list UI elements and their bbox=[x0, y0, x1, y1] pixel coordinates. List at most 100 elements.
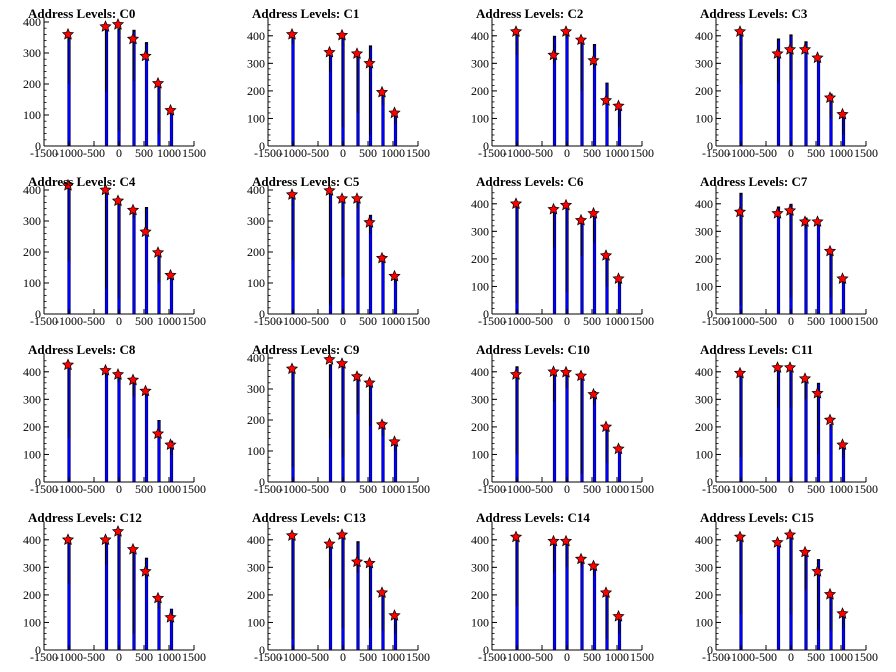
bar-secondary bbox=[593, 575, 596, 650]
x-tick-label: 0 bbox=[340, 482, 346, 496]
bar-secondary bbox=[381, 264, 385, 314]
y-tick-label: 400 bbox=[247, 351, 265, 365]
bar-secondary bbox=[565, 567, 569, 650]
bar-secondary bbox=[593, 404, 596, 482]
chart-title: Address Levels: C1 bbox=[252, 6, 360, 21]
bar-secondary bbox=[369, 233, 372, 314]
peak-star-marker bbox=[323, 353, 336, 365]
peak-star-marker bbox=[61, 178, 75, 191]
y-tick-label: 100 bbox=[695, 615, 713, 629]
peak-star-marker bbox=[823, 244, 837, 257]
peak-star-marker bbox=[798, 372, 812, 384]
bar-peak bbox=[830, 251, 832, 314]
peak-star-marker bbox=[612, 272, 625, 285]
bar-secondary bbox=[341, 628, 345, 650]
x-tick-label: 1000 bbox=[829, 146, 853, 160]
bar-secondary bbox=[341, 276, 345, 314]
bar-secondary bbox=[804, 228, 808, 314]
peak-star-marker bbox=[388, 435, 401, 447]
x-tick-label: 1000 bbox=[157, 482, 181, 496]
x-tick-label: 1500 bbox=[406, 146, 430, 160]
bar-secondary bbox=[117, 600, 121, 650]
chart-plot: 0 100 200 300 400 -1500-1000 -500 0 500 1000 1500 bbox=[695, 522, 878, 664]
peak-star-marker bbox=[126, 32, 140, 45]
x-tick-label: -500 bbox=[531, 482, 553, 496]
bar-secondary bbox=[580, 90, 584, 146]
bar-peak bbox=[118, 533, 120, 650]
y-tick-label: 400 bbox=[471, 197, 489, 211]
peak-star-marker bbox=[388, 609, 401, 621]
x-tick-label: -500 bbox=[307, 482, 329, 496]
x-tick-label: 500 bbox=[807, 482, 825, 496]
peak-star-marker bbox=[111, 525, 125, 537]
x-tick-label: 1500 bbox=[630, 314, 654, 328]
x-tick-label: -500 bbox=[755, 482, 777, 496]
bar-secondary bbox=[394, 633, 397, 650]
x-tick-label: -1000 bbox=[503, 146, 531, 160]
bar-secondary bbox=[369, 426, 372, 482]
bar-secondary bbox=[329, 589, 332, 650]
x-tick-label: 1000 bbox=[381, 482, 405, 496]
peak-star-marker bbox=[350, 47, 364, 59]
peak-star-marker bbox=[811, 51, 824, 64]
bar-secondary bbox=[842, 457, 845, 482]
x-tick-label: 500 bbox=[583, 314, 601, 328]
peak-star-marker bbox=[547, 365, 560, 377]
peak-star-marker bbox=[559, 365, 573, 378]
chart-plot: 0 100 200 300 400 -1500-1000 -500 0 500 1000 1500 bbox=[247, 183, 430, 328]
y-tick-label: 400 bbox=[247, 533, 265, 547]
bar-secondary bbox=[394, 124, 397, 146]
y-tick-label: 100 bbox=[23, 276, 41, 290]
bar-secondary bbox=[132, 633, 136, 650]
x-tick-label: 0 bbox=[564, 482, 570, 496]
x-tick-label: -1500 bbox=[254, 482, 282, 496]
chart-panel: 0 100 200 300 400 -1500 -1000 -500 0 500 1000 1500 A… bbox=[672, 168, 896, 336]
y-tick-label: 200 bbox=[695, 420, 713, 434]
bar-peak bbox=[370, 563, 372, 650]
chart-plot: 0 100 200 300 400 -1500-1000 -500 0 500 1000 1500 bbox=[695, 18, 878, 160]
peak-star-marker bbox=[335, 357, 349, 369]
bar-secondary bbox=[515, 55, 519, 146]
chart-panel: 0 100 200 300 400 -1500 -1000 -500 0 500 1000 1500 A… bbox=[448, 168, 672, 336]
peak-star-marker bbox=[350, 370, 364, 382]
bar-secondary bbox=[777, 82, 780, 146]
bar-secondary bbox=[132, 80, 136, 146]
peak-star-marker bbox=[151, 427, 165, 439]
y-tick-label: 300 bbox=[23, 214, 41, 228]
x-tick-label: -1000 bbox=[727, 650, 755, 664]
peak-star-marker bbox=[509, 368, 523, 380]
y-tick-label: 400 bbox=[471, 29, 489, 43]
peak-star-marker bbox=[151, 76, 165, 89]
chart-panel: 0 100 200 300 400 -1500 -1000 -500 0 500 1000 1500 A… bbox=[448, 0, 672, 168]
peak-star-marker bbox=[99, 533, 112, 545]
y-tick-label: 0 bbox=[483, 643, 489, 657]
chart-plot: 0 100 200 300 400 -1500-1000 -500 0 500 1000 1500 bbox=[247, 522, 430, 664]
bar-peak bbox=[790, 205, 792, 314]
y-tick-label: 100 bbox=[247, 615, 265, 629]
x-tick-label: -1000 bbox=[503, 482, 531, 496]
x-tick-label: 1000 bbox=[829, 314, 853, 328]
bar-secondary bbox=[580, 256, 584, 314]
x-tick-label: -500 bbox=[307, 146, 329, 160]
peak-star-marker bbox=[335, 28, 349, 41]
chart-plot: 0 100 200 300 400 -1500-1000 -500 0 500 1000 1500 bbox=[23, 178, 206, 328]
bar-peak bbox=[342, 364, 344, 482]
peak-star-marker bbox=[323, 184, 336, 196]
peak-star-marker bbox=[99, 20, 112, 32]
peak-star-marker bbox=[771, 536, 784, 548]
bar-secondary bbox=[829, 297, 833, 314]
x-tick-label: 500 bbox=[807, 146, 825, 160]
bar-secondary bbox=[157, 437, 161, 482]
bar-secondary bbox=[553, 572, 556, 650]
y-tick-label: 300 bbox=[247, 382, 265, 396]
bar-peak bbox=[619, 106, 621, 146]
bar-secondary bbox=[157, 133, 161, 146]
peak-star-marker bbox=[151, 591, 165, 604]
bar-secondary bbox=[145, 578, 148, 650]
y-tick-label: 0 bbox=[707, 307, 713, 321]
peak-star-marker bbox=[599, 420, 613, 433]
chart-title: Address Levels: C14 bbox=[476, 510, 590, 525]
peak-star-marker bbox=[126, 203, 140, 216]
bar-secondary bbox=[553, 402, 556, 482]
x-tick-label: 500 bbox=[135, 482, 153, 496]
